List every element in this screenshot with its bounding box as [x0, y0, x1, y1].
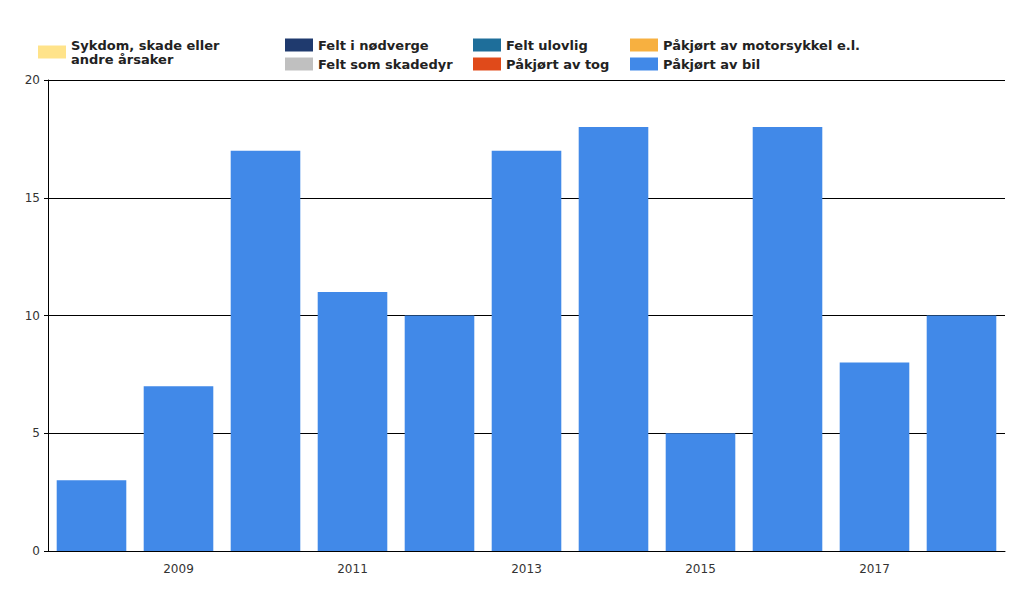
svg-text:2009: 2009	[163, 562, 194, 576]
svg-text:Påkjørt av bil: Påkjørt av bil	[663, 57, 760, 72]
svg-text:Påkjørt av motorsykkel e.l.: Påkjørt av motorsykkel e.l.	[663, 38, 860, 53]
svg-text:Sykdom, skade eller: Sykdom, skade eller	[71, 38, 224, 53]
svg-text:Felt i nødverge: Felt i nødverge	[318, 38, 429, 53]
svg-text:5: 5	[32, 426, 40, 440]
svg-text:2013: 2013	[511, 562, 542, 576]
svg-text:10: 10	[25, 309, 40, 323]
svg-text:20: 20	[25, 73, 40, 87]
svg-text:andre årsaker: andre årsaker	[71, 52, 174, 67]
svg-text:2011: 2011	[337, 562, 368, 576]
svg-text:15: 15	[25, 191, 40, 205]
svg-text:Felt som skadedyr: Felt som skadedyr	[318, 57, 453, 72]
svg-text:2015: 2015	[685, 562, 716, 576]
svg-text:2017: 2017	[859, 562, 890, 576]
svg-text:0: 0	[32, 544, 40, 558]
svg-text:Påkjørt av tog: Påkjørt av tog	[506, 57, 609, 72]
svg-text:Felt ulovlig: Felt ulovlig	[506, 38, 588, 53]
